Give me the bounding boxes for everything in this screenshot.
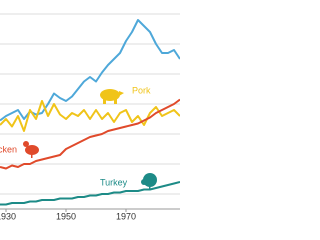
series-label: Turkey xyxy=(100,177,128,187)
series-line xyxy=(0,98,180,170)
pig-icon xyxy=(100,89,124,104)
lines xyxy=(0,19,180,206)
x-tick-label: 1950 xyxy=(56,211,76,221)
series-line xyxy=(0,19,180,122)
chart: 1930 1950 1970 Pork Chicken Turkey xyxy=(0,13,180,221)
series-label: Chicken xyxy=(0,144,17,154)
x-tick-label: 1930 xyxy=(0,211,16,221)
turkey-icon xyxy=(141,173,157,190)
chicken-icon xyxy=(23,141,39,158)
x-tick-label: 1970 xyxy=(116,211,136,221)
series-line xyxy=(0,100,180,132)
series-label: Pork xyxy=(132,85,151,95)
